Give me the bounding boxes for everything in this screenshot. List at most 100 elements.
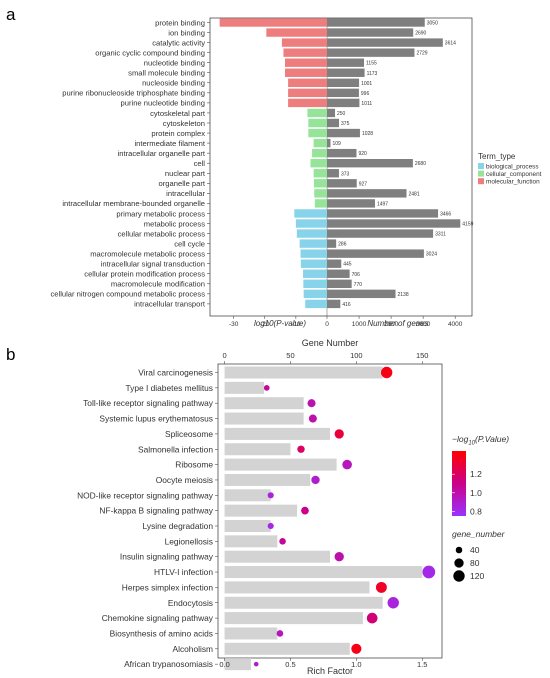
enrichment-point [263,385,270,391]
pvalue-bar [296,229,327,238]
enrichment-point [297,445,305,453]
gene-count-bar [327,299,341,309]
pvalue-bar [303,289,327,299]
enrichment-point [422,565,436,579]
gene-number-bar [224,427,330,440]
category-label: intracellular membrane-bounded organelle [62,199,205,208]
gene-count-bar [327,199,375,208]
gene-count-bar [327,128,360,138]
gene-number-bar [224,504,298,517]
pathway-label: Lysine degradation [143,521,214,531]
panel-b-size-legend: gene_number 40 80 120 [452,529,506,582]
category-label: nuclear part [165,169,206,178]
gene-count-label: 416 [342,302,351,308]
pvalue-bar [313,169,327,178]
enrichment-point [267,492,274,499]
enrichment-point [308,414,317,423]
panel-b-color-legend: −log10(P.Value) 1.2 1.0 0.8 [452,434,509,516]
panel-a-plot-border [209,17,473,317]
gene-count-bar [327,58,365,67]
pvalue-bar [303,279,327,288]
gene-count-label: 375 [341,121,350,127]
enrichment-point [276,630,284,637]
enrichment-point [311,475,320,485]
gene-count-label: 2690 [415,31,426,37]
pvalue-bar [308,118,327,128]
size-legend-label: 80 [470,558,480,568]
gene-number-bar [224,612,363,625]
gene-count-label: 927 [359,181,368,187]
gene-count-bar [327,249,424,258]
category-label: organic cyclic compound binding [95,48,205,57]
gene-number-bar [224,596,383,609]
gene-number-bar [224,550,330,563]
pvalue-bar [313,179,327,188]
pathway-label: Toll-like receptor signaling pathway [83,398,214,408]
x2-tick-label: 50 [286,351,294,360]
category-label: nucleoside binding [142,79,205,88]
gene-count-label: 3466 [440,211,451,217]
gene-number-bar [224,520,271,532]
pvalue-bar [310,159,327,168]
pvalue-bar [305,299,327,309]
pvalue-bar [285,58,327,67]
category-label: intracellular signal transduction [101,260,205,269]
x-tick-label: 0.0 [219,660,229,669]
gene-count-label: 1497 [377,201,388,207]
category-label: nucleotide binding [144,59,205,68]
legend-label: cellular_component [486,171,542,178]
gene-number-bar [224,489,271,502]
gene-number-bar [224,412,304,425]
gene-count-label: 1001 [361,81,372,87]
category-label: protein complex [151,129,205,138]
gene-count-label: 1173 [367,71,378,77]
x-tick-label: 1.0 [351,660,361,669]
gene-count-label: 2680 [415,161,426,167]
gene-number-bar [224,458,337,471]
color-legend-tick-label: 1.2 [470,469,482,479]
pathway-label: Spliceosome [165,429,213,439]
category-label: cellular nitrogen compound metabolic pro… [51,290,206,299]
pathway-label: NF-kappa B signaling pathway [99,506,213,516]
gene-count-label: 2138 [398,292,409,298]
color-legend-title-tail: (P.Value) [475,434,509,444]
gene-count-bar [327,48,415,57]
gene-count-bar [327,108,336,118]
panel-b-chart: Gene Number Rich Factor Viral carcinogen… [77,338,509,676]
x-tick-right-label: 3000 [416,321,431,328]
gene-count-label: 3050 [427,21,438,27]
category-label: intracellular transport [134,300,206,309]
category-label: intracellular [166,189,205,198]
gene-number-bar [224,566,423,579]
pvalue-bar [288,78,327,87]
gene-count-label: 250 [337,111,346,117]
x-tick-left-label: -20 [260,321,270,328]
gene-count-bar [327,289,396,299]
panel-b-color-legend-title: −log10(P.Value) [452,434,509,447]
enrichment-point [267,522,274,530]
pvalue-bar [300,249,327,258]
pvalue-bar [281,38,327,47]
legend-label: molecular_function [486,179,540,186]
category-label: purine ribonucleoside triphosphate bindi… [62,89,205,98]
x-tick-left-label: -10 [291,321,301,328]
pvalue-bar [219,18,327,27]
enrichment-point [253,661,259,667]
gene-number-bar [224,642,350,655]
gene-number-bar [224,366,383,379]
pathway-label: Oocyte meiosis [156,475,213,485]
gene-count-bar [327,38,443,47]
gene-count-bar [327,269,350,278]
gene-count-bar [327,18,425,27]
panel-a-xlabel-left: log10(P-value) [254,319,306,328]
gene-number-bar [224,581,370,594]
category-label: cellular metabolic process [118,229,206,238]
gene-count-label: 1155 [366,61,377,67]
category-label: cell cycle [174,239,205,248]
gene-count-label: 3311 [435,232,446,238]
panel-a-xlabel-right: Number of genes [367,319,428,328]
panel-b-xlabel: Rich Factor [307,666,353,676]
gene-count-bar [327,28,414,37]
gene-count-label: 3024 [426,252,437,258]
